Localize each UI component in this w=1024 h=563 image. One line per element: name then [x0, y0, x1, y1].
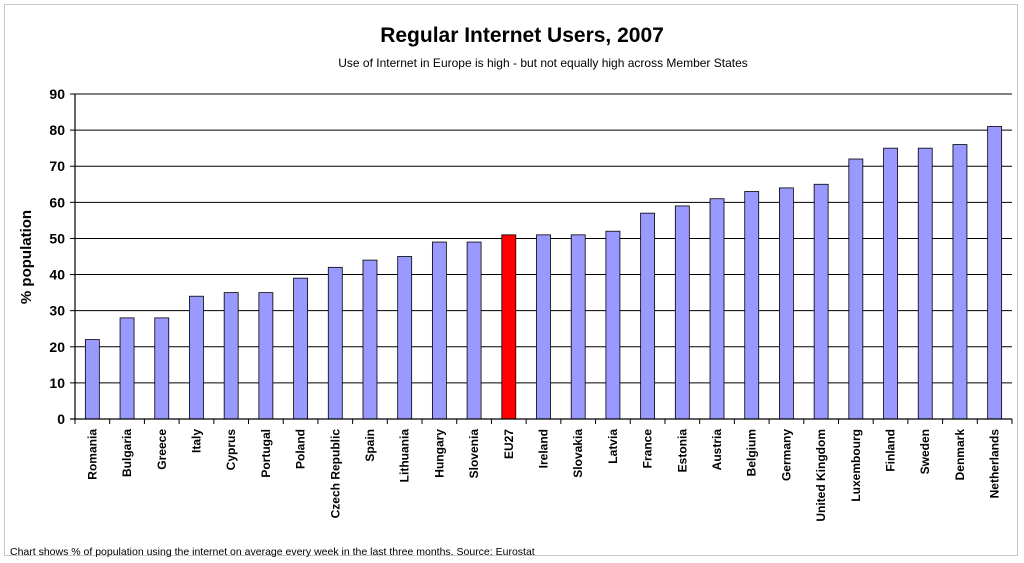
- y-tick-label: 0: [57, 411, 65, 427]
- x-tick-label: Netherlands: [988, 429, 1002, 499]
- bar-spain: [362, 259, 378, 420]
- bar-eu27: [501, 234, 517, 420]
- x-tick-label: Ireland: [537, 429, 551, 468]
- bar-france: [640, 212, 656, 420]
- x-tick-label: Italy: [189, 429, 203, 453]
- y-tick-label: 20: [49, 339, 65, 355]
- y-tick-label: 60: [49, 194, 65, 210]
- bars: [84, 126, 1003, 420]
- bar-denmark: [952, 144, 968, 420]
- x-tick-label: Cyprus: [224, 429, 238, 471]
- y-tick-labels: 0 10 20 30 40 50 60 70 80 90: [49, 86, 75, 427]
- x-tick-label: Denmark: [953, 429, 967, 481]
- x-tick-label: Slovenia: [467, 429, 481, 479]
- bar-poland: [293, 277, 308, 420]
- x-tick-label: Belgium: [745, 429, 759, 476]
- axes: [70, 94, 1013, 424]
- x-tick-label: Czech Republic: [328, 429, 342, 519]
- bar-united-kingdom: [813, 183, 829, 420]
- y-tick-label: 70: [49, 158, 65, 174]
- bar-portugal: [258, 292, 274, 420]
- bar-slovakia: [570, 234, 586, 420]
- bar-slovenia: [466, 241, 482, 420]
- chart-subtitle: Use of Internet in Europe is high - but …: [338, 56, 748, 70]
- bar-hungary: [431, 241, 447, 420]
- bar-germany: [779, 187, 794, 420]
- x-tick-label: Luxembourg: [849, 429, 863, 502]
- bar-ireland: [536, 234, 551, 420]
- y-axis-label: % population: [18, 210, 35, 304]
- x-tick-label: Bulgaria: [120, 429, 134, 477]
- y-tick-label: 30: [49, 303, 65, 319]
- x-tick-label: Greece: [155, 429, 169, 470]
- y-tick-label: 10: [49, 375, 65, 391]
- x-tick-label: Finland: [884, 429, 898, 472]
- x-tick-labels: Romania Bulgaria Greece Italy Cyprus Portugal…: [85, 429, 1001, 522]
- x-tick-label: Portugal: [259, 429, 273, 478]
- x-tick-label: United Kingdom: [814, 429, 828, 522]
- bar-luxembourg: [848, 158, 864, 420]
- bar-greece: [154, 317, 170, 420]
- bar-estonia: [674, 205, 690, 420]
- x-tick-label: Hungary: [432, 429, 446, 478]
- bar-italy: [189, 295, 204, 420]
- bar-belgium: [744, 191, 760, 420]
- x-tick-label: Poland: [294, 429, 308, 469]
- y-tick-label: 80: [49, 122, 65, 138]
- x-tick-label: Estonia: [675, 429, 689, 473]
- bar-latvia: [605, 230, 621, 420]
- bar-bulgaria: [119, 317, 135, 420]
- x-tick-label: EU27: [502, 429, 516, 459]
- footnote: Chart shows % of population using the in…: [10, 546, 535, 558]
- y-tick-label: 90: [49, 86, 65, 102]
- bar-netherlands: [987, 126, 1003, 420]
- x-tick-label: France: [641, 429, 655, 469]
- x-tick-label: Sweden: [918, 429, 932, 474]
- bar-cyprus: [223, 292, 239, 420]
- y-tick-label: 40: [49, 267, 65, 283]
- x-tick-label: Lithuania: [398, 429, 412, 483]
- bar-czech-republic: [327, 266, 343, 420]
- x-tick-label: Romania: [85, 429, 99, 480]
- bar-lithuania: [397, 256, 413, 420]
- x-tick-label: Latvia: [606, 429, 620, 464]
- bar-sweden: [917, 147, 933, 420]
- x-tick-label: Spain: [363, 429, 377, 462]
- y-tick-label: 50: [49, 230, 65, 246]
- x-tick-label: Austria: [710, 429, 724, 471]
- chart-title: Regular Internet Users, 2007: [380, 24, 664, 47]
- bar-finland: [883, 147, 898, 420]
- x-tick-label: Germany: [779, 429, 793, 481]
- bar-romania: [84, 339, 100, 420]
- bar-austria: [709, 198, 725, 420]
- x-tick-label: Slovakia: [571, 429, 585, 478]
